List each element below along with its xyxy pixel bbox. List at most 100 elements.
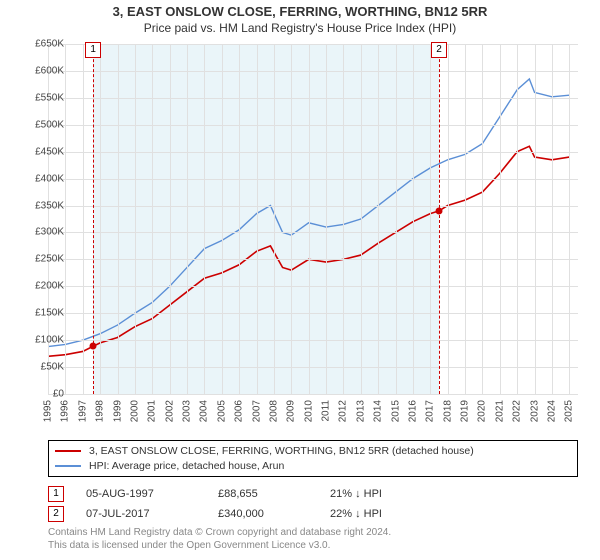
- gridline-v: [291, 44, 292, 394]
- gridline-v: [257, 44, 258, 394]
- event-delta: 22% ↓ HPI: [330, 508, 382, 520]
- gridline-v: [552, 44, 553, 394]
- gridline-v: [396, 44, 397, 394]
- legend: 3, EAST ONSLOW CLOSE, FERRING, WORTHING,…: [48, 440, 578, 477]
- gridline-v: [309, 44, 310, 394]
- x-tick-label: 2024: [546, 400, 557, 422]
- event-date: 05-AUG-1997: [86, 488, 196, 500]
- title-block: 3, EAST ONSLOW CLOSE, FERRING, WORTHING,…: [0, 0, 600, 35]
- legend-label: 3, EAST ONSLOW CLOSE, FERRING, WORTHING,…: [89, 445, 474, 457]
- gridline-h: [48, 286, 578, 287]
- x-tick-label: 2018: [442, 400, 453, 422]
- gridline-h: [48, 98, 578, 99]
- gridline-v: [135, 44, 136, 394]
- gridline-v: [239, 44, 240, 394]
- gridline-v: [430, 44, 431, 394]
- gridline-h: [48, 367, 578, 368]
- y-tick-label: £500K: [20, 119, 64, 130]
- legend-item: HPI: Average price, detached house, Arun: [55, 460, 571, 472]
- footer-line-2: This data is licensed under the Open Gov…: [48, 539, 578, 552]
- y-tick-label: £300K: [20, 227, 64, 238]
- legend-label: HPI: Average price, detached house, Arun: [89, 460, 284, 472]
- gridline-v: [326, 44, 327, 394]
- x-tick-label: 2014: [373, 400, 384, 422]
- gridline-h: [48, 152, 578, 153]
- gridline-h: [48, 232, 578, 233]
- y-tick-label: £550K: [20, 92, 64, 103]
- gridline-v: [448, 44, 449, 394]
- event-marker-icon: 2: [48, 506, 64, 522]
- y-tick-label: £350K: [20, 200, 64, 211]
- legend-swatch: [55, 450, 81, 452]
- x-tick-label: 2000: [129, 400, 140, 422]
- x-tick-label: 2007: [251, 400, 262, 422]
- x-tick-label: 1996: [60, 400, 71, 422]
- x-tick-label: 2006: [234, 400, 245, 422]
- gridline-h: [48, 44, 578, 45]
- gridline-h: [48, 125, 578, 126]
- x-tick-label: 2020: [477, 400, 488, 422]
- y-tick-label: £150K: [20, 308, 64, 319]
- x-tick-label: 2004: [199, 400, 210, 422]
- x-tick-label: 2002: [164, 400, 175, 422]
- y-tick-label: £650K: [20, 39, 64, 50]
- y-tick-label: £200K: [20, 281, 64, 292]
- x-tick-label: 2012: [338, 400, 349, 422]
- gridline-v: [65, 44, 66, 394]
- event-price: £340,000: [218, 508, 308, 520]
- gridline-h: [48, 259, 578, 260]
- gridline-v: [274, 44, 275, 394]
- title-line-2: Price paid vs. HM Land Registry's House …: [0, 21, 600, 35]
- chart-svg: [48, 44, 578, 394]
- x-tick-label: 2019: [460, 400, 471, 422]
- x-tick-label: 2003: [182, 400, 193, 422]
- x-tick-label: 2016: [407, 400, 418, 422]
- x-tick-label: 2008: [268, 400, 279, 422]
- footer: Contains HM Land Registry data © Crown c…: [48, 526, 578, 552]
- y-tick-label: £100K: [20, 335, 64, 346]
- marker-line: [93, 44, 94, 394]
- event-row: 1 05-AUG-1997 £88,655 21% ↓ HPI: [48, 486, 578, 502]
- gridline-v: [204, 44, 205, 394]
- x-tick-label: 1997: [77, 400, 88, 422]
- x-tick-label: 2005: [216, 400, 227, 422]
- y-tick-label: £600K: [20, 65, 64, 76]
- x-tick-label: 2013: [355, 400, 366, 422]
- gridline-v: [222, 44, 223, 394]
- gridline-v: [517, 44, 518, 394]
- gridline-v: [343, 44, 344, 394]
- gridline-v: [500, 44, 501, 394]
- legend-item: 3, EAST ONSLOW CLOSE, FERRING, WORTHING,…: [55, 445, 571, 457]
- series-dot: [435, 207, 442, 214]
- gridline-h: [48, 206, 578, 207]
- y-tick-label: £250K: [20, 254, 64, 265]
- marker-label-icon: 1: [85, 42, 101, 58]
- x-tick-label: 2011: [321, 400, 332, 422]
- gridline-v: [152, 44, 153, 394]
- x-tick-label: 2017: [425, 400, 436, 422]
- chart-area: 12: [48, 44, 578, 394]
- x-tick-label: 2010: [303, 400, 314, 422]
- x-tick-label: 2023: [529, 400, 540, 422]
- x-tick-label: 2015: [390, 400, 401, 422]
- gridline-h: [48, 313, 578, 314]
- x-tick-label: 2001: [147, 400, 158, 422]
- x-tick-label: 1995: [43, 400, 54, 422]
- gridline-h: [48, 340, 578, 341]
- y-tick-label: £400K: [20, 173, 64, 184]
- gridline-v: [482, 44, 483, 394]
- x-tick-label: 2021: [494, 400, 505, 422]
- gridline-v: [535, 44, 536, 394]
- gridline-h: [48, 394, 578, 395]
- events-table: 1 05-AUG-1997 £88,655 21% ↓ HPI 2 07-JUL…: [48, 482, 578, 522]
- gridline-v: [187, 44, 188, 394]
- gridline-v: [465, 44, 466, 394]
- footer-line-1: Contains HM Land Registry data © Crown c…: [48, 526, 578, 539]
- figure: 3, EAST ONSLOW CLOSE, FERRING, WORTHING,…: [0, 0, 600, 560]
- gridline-h: [48, 179, 578, 180]
- marker-label-icon: 2: [431, 42, 447, 58]
- plot: 12: [48, 44, 578, 394]
- event-price: £88,655: [218, 488, 308, 500]
- gridline-h: [48, 71, 578, 72]
- gridline-v: [118, 44, 119, 394]
